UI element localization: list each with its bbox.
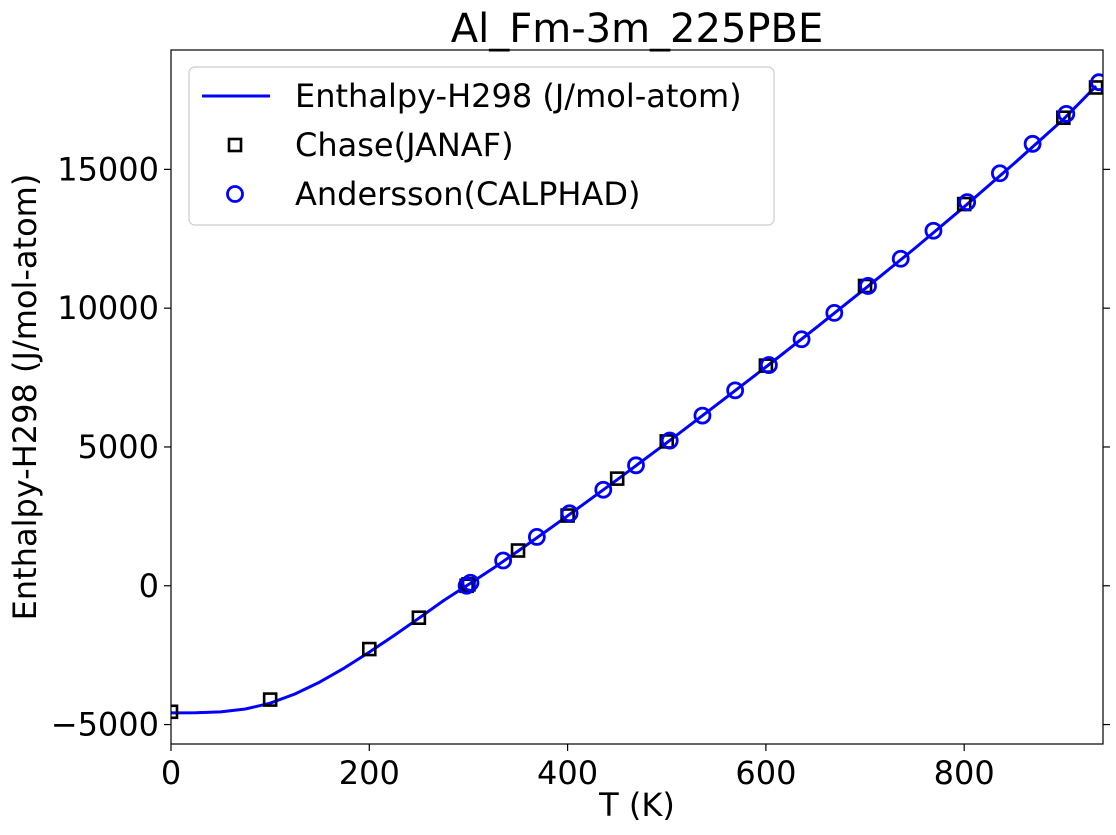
andersson-data-point — [494, 551, 513, 570]
chase-data-point — [510, 543, 526, 558]
andersson-data-point — [924, 221, 943, 240]
chase-data-point — [171, 704, 179, 720]
chase-data-point — [1088, 80, 1103, 95]
andersson-data-point — [958, 193, 977, 212]
x-tick-label: 400 — [537, 754, 598, 792]
y-axis: −5000 0 5000 10000 15000 — [51, 150, 1110, 744]
legend: Enthalpy-H298 (J/mol-atom) Chase(JANAF) … — [188, 66, 775, 226]
andersson-data-point — [627, 456, 645, 475]
y-tick-label: −5000 — [51, 706, 159, 744]
andersson-data-point — [693, 406, 712, 425]
legend-circle-swatch — [226, 185, 244, 203]
x-tick-label: 0 — [161, 754, 181, 792]
chase-data-point — [1056, 110, 1071, 126]
legend-entry-enthalpy: Enthalpy-H298 (J/mol-atom) — [295, 77, 742, 115]
andersson-data-point — [1090, 73, 1103, 92]
x-tick-label: 600 — [735, 754, 796, 792]
andersson-data-point — [1057, 104, 1076, 123]
series-layer — [171, 73, 1103, 720]
chase-data-point — [411, 610, 427, 625]
y-tick-label: 10000 — [57, 289, 159, 327]
legend-square-swatch — [227, 137, 243, 153]
andersson-data-point — [759, 356, 778, 374]
andersson-data-point — [891, 249, 910, 268]
y-tick-label: 5000 — [78, 428, 159, 466]
legend-frame — [188, 66, 775, 226]
enthalpy-curve — [171, 85, 1098, 715]
plot-area — [170, 49, 1104, 745]
x-axis-label: T (K) — [598, 786, 675, 824]
andersson-data-point — [457, 576, 476, 595]
x-axis: 0 200 400 600 800 — [161, 744, 995, 792]
chase-data-point — [262, 692, 278, 707]
chase-data-point — [609, 471, 625, 486]
chase-data-point — [459, 578, 474, 594]
andersson-data-point — [859, 277, 877, 295]
andersson-data-point — [594, 480, 613, 499]
andersson-data-point — [527, 528, 546, 546]
andersson-data-point — [726, 381, 745, 400]
legend-entry-andersson: Andersson(CALPHAD) — [295, 175, 640, 213]
andersson-data-point — [825, 303, 844, 322]
andersson-data-point — [560, 504, 579, 523]
x-tick-label: 200 — [339, 754, 400, 792]
legend-entry-chase: Chase(JANAF) — [295, 126, 514, 164]
y-axis-label: Enthalpy-H298 (J/mol-atom) — [6, 174, 44, 621]
chase-data-point — [361, 641, 377, 657]
andersson-data-point — [660, 431, 679, 450]
chart-title: Al_Fm-3m_225PBE — [451, 6, 823, 52]
andersson-data-point — [461, 573, 480, 592]
x-tick-label: 800 — [934, 754, 995, 792]
andersson-data-point — [792, 330, 811, 349]
plot-frame — [170, 49, 1104, 745]
andersson-data-point — [1023, 134, 1042, 153]
y-tick-label: 0 — [139, 567, 159, 605]
y-tick-label: 15000 — [57, 150, 159, 188]
andersson-data-point — [990, 164, 1009, 183]
